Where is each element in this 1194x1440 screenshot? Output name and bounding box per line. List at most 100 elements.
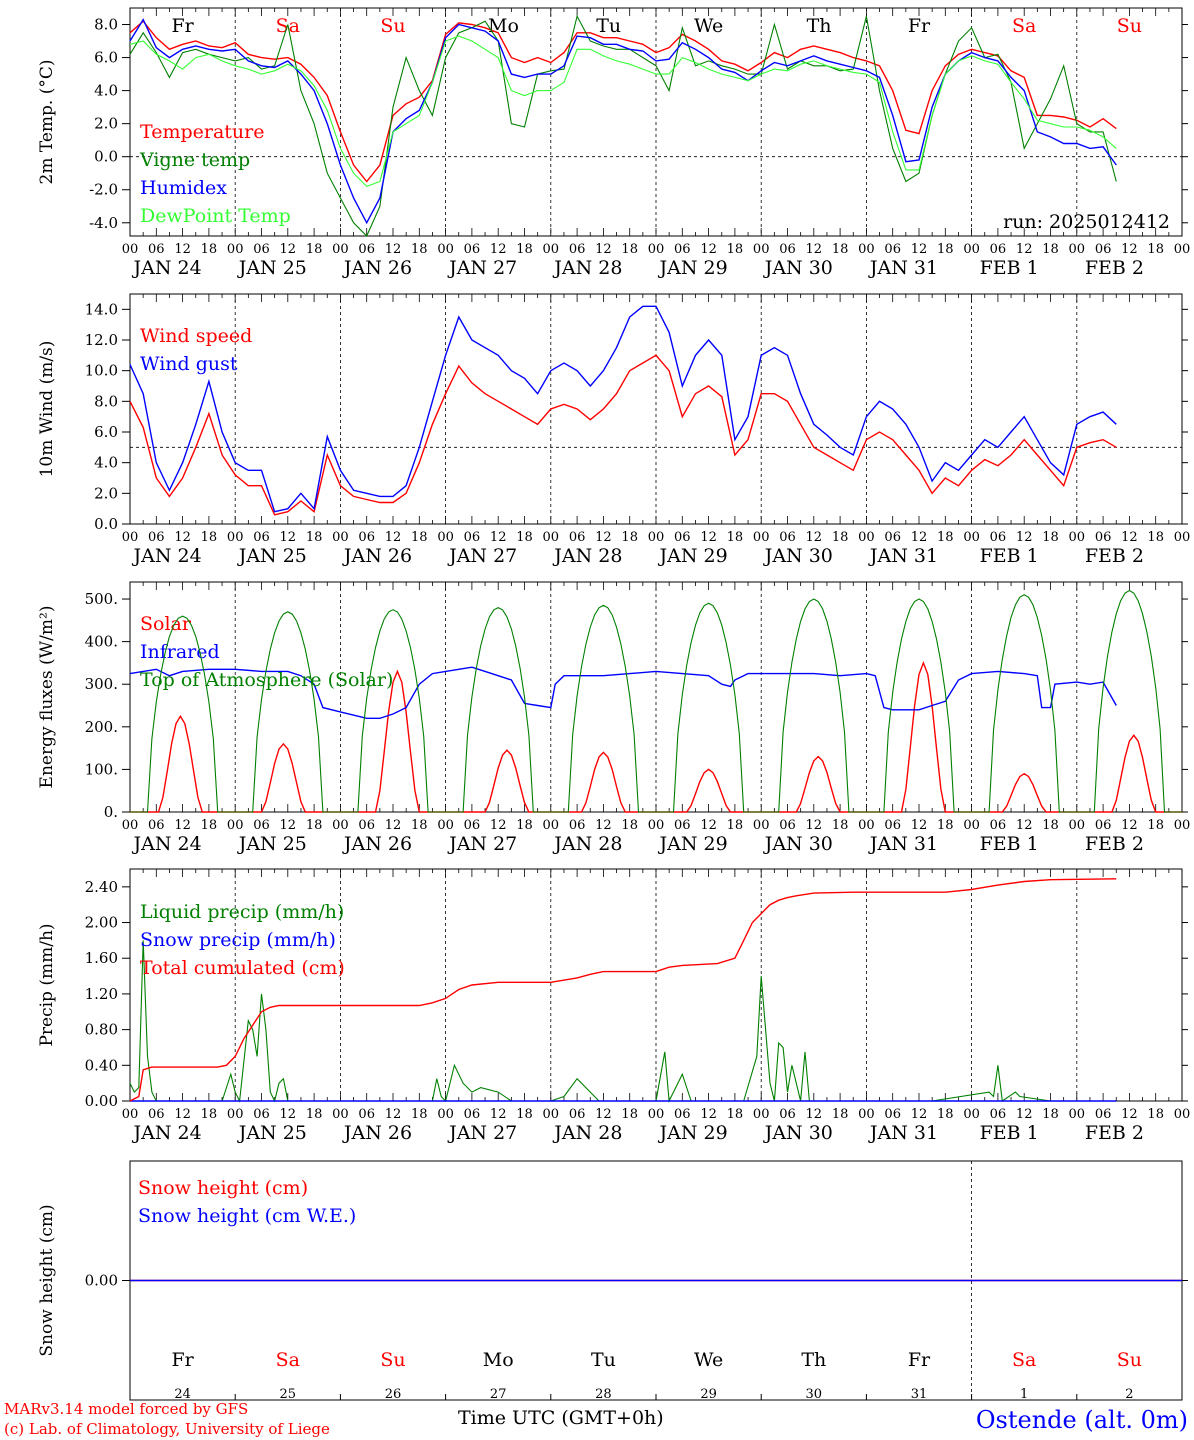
y-tick-label: 10.0 [85,362,118,380]
weekday-label: Tu [591,1349,616,1371]
date-label: JAN 24 [132,1122,202,1144]
y-tick-label: 2.00 [85,914,118,932]
hour-label: 18 [411,242,428,257]
hour-label: 00 [1174,1107,1191,1122]
y-axis-title: 2m Temp. (°C) [37,59,57,184]
date-label: JAN 29 [658,545,728,567]
hour-label: 06 [569,530,586,545]
hour-label: 18 [306,530,323,545]
day-number-label: 29 [700,1387,717,1402]
hour-label: 00 [437,1107,454,1122]
hour-label: 18 [201,1107,218,1122]
legend-entry: Temperature [140,121,264,143]
hour-label: 18 [1147,242,1164,257]
hour-label: 00 [1174,242,1191,257]
hour-label: 18 [727,530,744,545]
y-axis-title: 10m Wind (m/s) [37,341,57,478]
hour-label: 18 [727,818,744,833]
date-label: JAN 26 [342,257,412,279]
hour-label: 06 [1095,530,1112,545]
hour-label: 06 [990,530,1007,545]
hour-label: 06 [779,818,796,833]
legend-entry: Top of Atmosphere (Solar) [140,669,393,691]
credit-line-1: MARv3.14 model forced by GFS [4,1400,248,1418]
hour-label: 06 [464,1107,481,1122]
y-tick-label: 1.20 [85,985,118,1003]
hour-label: 18 [516,530,533,545]
hour-label: 00 [332,530,349,545]
hour-label: 06 [464,242,481,257]
hour-label: 06 [990,242,1007,257]
hour-label: 12 [174,530,191,545]
date-label: JAN 31 [868,833,938,855]
weekday-label: We [694,15,723,37]
hour-label: 00 [858,530,875,545]
day-number-label: 1 [1020,1387,1028,1402]
weekday-label: Sa [1012,1349,1036,1371]
weekday-label: Th [801,1349,826,1371]
hour-label: 12 [595,818,612,833]
legend-entry: Snow height (cm W.E.) [138,1205,356,1227]
date-label: JAN 27 [447,1122,517,1144]
hour-label: 00 [332,818,349,833]
series-line-top-of-atmosphere-solar- [130,589,1182,813]
legend-entry: Total cumulated (cm) [140,957,345,979]
y-tick-label: 14.0 [85,300,118,318]
date-label: JAN 27 [447,833,517,855]
day-number-label: 26 [385,1387,402,1402]
hour-label: 06 [253,818,270,833]
hour-label: 18 [516,242,533,257]
hour-label: 00 [858,1107,875,1122]
hour-label: 12 [1121,818,1138,833]
hour-label: 00 [753,818,770,833]
date-label: FEB 1 [980,257,1039,279]
hour-label: 00 [1174,530,1191,545]
weekday-label: Su [1117,15,1142,37]
date-label: JAN 30 [763,1122,833,1144]
hour-label: 18 [1147,1107,1164,1122]
hour-label: 12 [806,1107,823,1122]
hour-label: 18 [621,818,638,833]
hour-label: 06 [358,818,375,833]
credit-line-2: (c) Lab. of Climatology, University of L… [4,1420,330,1438]
y-axis-title: Snow height (cm) [37,1204,57,1356]
y-tick-label: 6.0 [94,423,118,441]
hour-label: 12 [700,818,717,833]
hour-label: 12 [490,818,507,833]
y-tick-label: -4.0 [89,214,118,232]
hour-label: 12 [490,1107,507,1122]
hour-label: 12 [1016,530,1033,545]
hour-label: 12 [1016,242,1033,257]
hour-label: 00 [963,242,980,257]
hour-label: 12 [595,530,612,545]
series-line-wind-gust [129,305,1117,513]
y-axis-title: Energy fluxes (W/m²) [37,606,57,789]
weekday-label: Th [807,15,832,37]
panel-wind: 14.0 12.0 10.0 8.0 6.0 4.0 2.0 0.0 10m Wind (m/s… [37,293,1191,567]
time-axis-label: Time UTC (GMT+0h) [458,1407,664,1429]
date-label: JAN 25 [237,545,307,567]
y-tick-label: 1.60 [85,949,118,967]
day-number-label: 28 [595,1387,612,1402]
hour-label: 12 [280,242,297,257]
date-label: JAN 24 [132,833,202,855]
legend-entry: Snow height (cm) [138,1177,308,1199]
date-label: JAN 24 [132,257,202,279]
date-label: FEB 1 [980,833,1039,855]
hour-label: 00 [227,1107,244,1122]
hour-label: 06 [674,1107,691,1122]
hour-label: 00 [227,530,244,545]
y-tick-label: 100. [85,760,118,778]
hour-label: 18 [1042,1107,1059,1122]
hour-label: 12 [700,530,717,545]
hour-label: 06 [884,1107,901,1122]
day-number-label: 2 [1125,1387,1133,1402]
hour-label: 06 [253,530,270,545]
y-tick-label: 0.0 [94,515,118,533]
hour-label: 00 [1069,242,1086,257]
hour-label: 18 [727,1107,744,1122]
date-label: JAN 30 [763,257,833,279]
y-tick-label: 0. [104,803,118,821]
run-label: run: 2025012412 [1003,211,1170,233]
